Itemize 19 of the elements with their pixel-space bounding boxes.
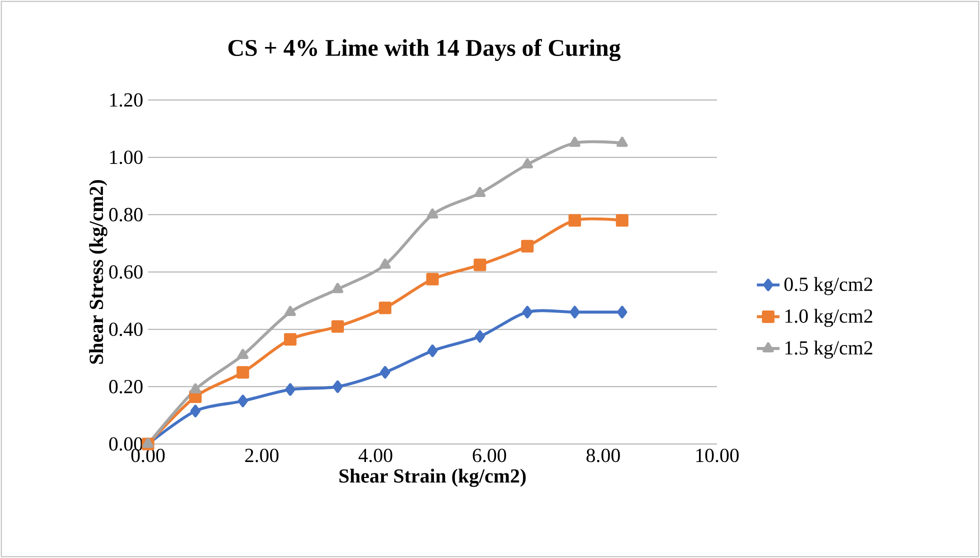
legend-label: 0.5 kg/cm2 <box>784 277 872 296</box>
y-tick-label: 1.20 <box>110 93 143 107</box>
x-axis-title: Shear Strain (kg/cm2) <box>339 468 526 487</box>
x-tick-label: 0.00 <box>131 448 165 462</box>
y-axis-title: Shear Stress (kg/cm2) <box>89 180 108 364</box>
chart-title: CS + 4% Lime with 14 Days of Curing <box>228 38 621 62</box>
x-tick-label: 2.00 <box>245 448 278 462</box>
x-tick-label: 8.00 <box>586 448 620 462</box>
y-tick-label: 1.00 <box>110 150 143 164</box>
y-tick-label: 0.40 <box>109 322 143 336</box>
y-tick-label: 0.60 <box>109 265 143 279</box>
y-tick-label: 0.20 <box>109 380 143 394</box>
x-tick-label: 6.00 <box>472 448 506 462</box>
legend-label: 1.5 kg/cm2 <box>785 340 872 359</box>
legend-label: 1.0 kg/cm2 <box>785 308 872 327</box>
x-tick-label: 4.00 <box>358 448 392 462</box>
y-tick-label: 0.80 <box>109 208 143 222</box>
y-tick-label: 0.00 <box>109 437 143 451</box>
x-tick-label: 10.00 <box>696 448 739 462</box>
